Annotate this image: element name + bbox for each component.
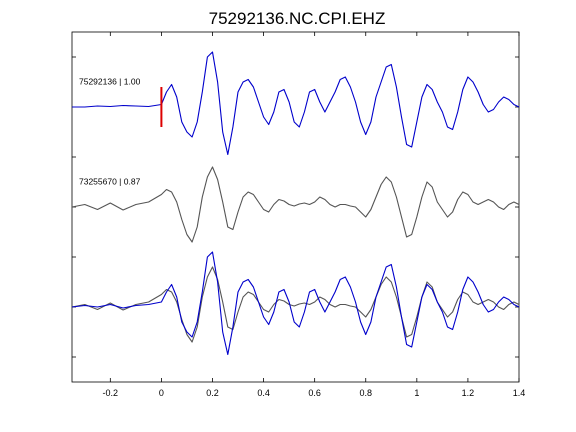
x-tick-label: 0.6	[308, 388, 321, 398]
trace-label-1: 75292136 | 1.00	[79, 77, 141, 87]
trace-line-1	[72, 51, 520, 156]
x-tick-label: 1.4	[513, 388, 526, 398]
x-axis: -0.2 0 0.2 0.4 0.6 0.8 1 1.2 1.4	[103, 32, 526, 398]
trace-labels: 75292136 | 1.00 73255670 | 0.87	[79, 77, 141, 187]
trace-label-2: 73255670 | 0.87	[79, 177, 141, 187]
trace-line-4	[71, 251, 520, 356]
trace-line-2	[71, 166, 520, 243]
x-tick-label: 0	[159, 388, 164, 398]
chart-title: 75292136.NC.CPI.EHZ	[209, 9, 386, 28]
trace-line-3	[71, 266, 520, 343]
x-tick-label: 0.4	[257, 388, 270, 398]
x-tick-label: 1	[414, 388, 419, 398]
x-tick-label: 0.2	[206, 388, 219, 398]
traces	[71, 51, 520, 356]
x-tick-label: 1.2	[462, 388, 475, 398]
x-tick-label: 0.8	[359, 388, 372, 398]
x-tick-label: -0.2	[103, 388, 119, 398]
